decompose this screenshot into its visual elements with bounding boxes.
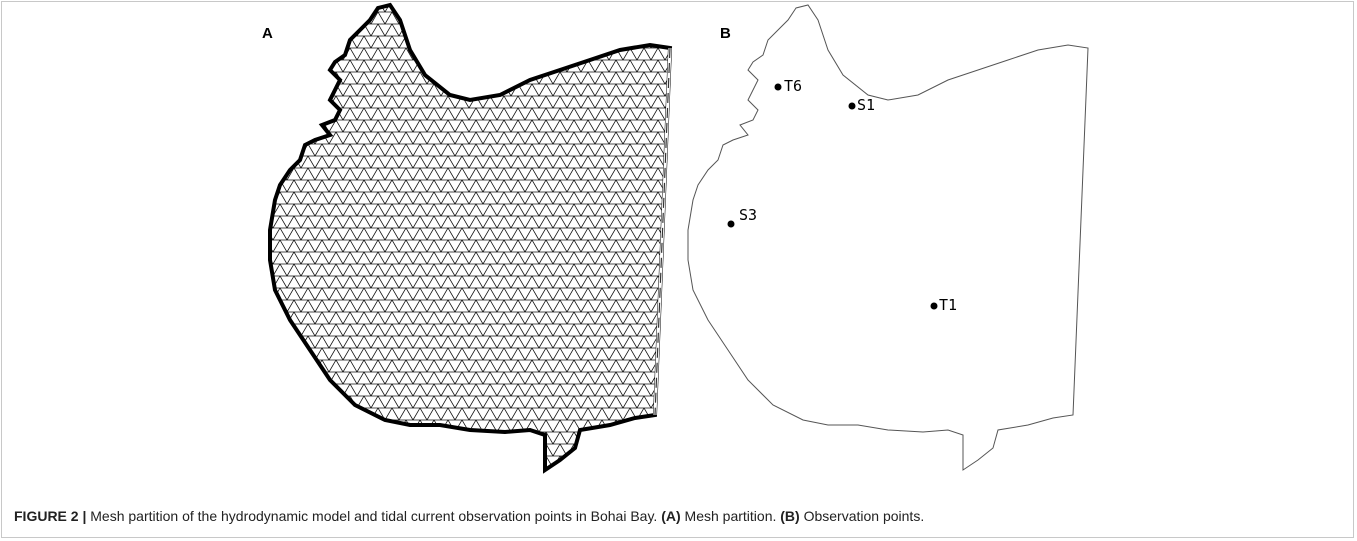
- caption-part: Mesh partition of the hydrodynamic model…: [86, 508, 662, 524]
- figure: A B T6 S1 S3 T1: [262, 3, 1089, 472]
- outline-map: [653, 4, 1089, 471]
- caption-part: FIGURE 2 |: [14, 508, 87, 524]
- panel-label: A: [262, 25, 273, 42]
- caption-part: Mesh partition.: [680, 508, 781, 524]
- point-label: S3: [739, 206, 757, 224]
- point: [848, 102, 856, 110]
- point-label: S1: [857, 96, 875, 114]
- observation-points: T6 S1 S3 T1: [727, 77, 957, 314]
- caption-part: Observation points.: [799, 508, 925, 524]
- caption-part: (B): [780, 508, 800, 524]
- point: [774, 83, 782, 91]
- panel-label: B: [720, 25, 731, 42]
- caption: FIGURE 2 | Mesh partition of the hydrody…: [14, 508, 924, 524]
- point-label: T1: [939, 296, 957, 314]
- point-label: T6: [784, 77, 802, 95]
- point: [930, 302, 938, 310]
- caption-part: (A): [661, 508, 681, 524]
- mesh-map: [268, 3, 672, 472]
- point: [727, 220, 735, 228]
